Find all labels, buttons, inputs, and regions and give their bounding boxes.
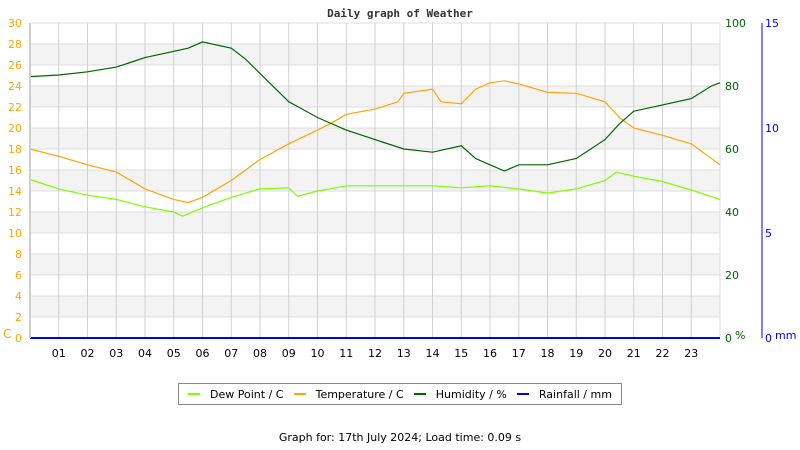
hour-tick-label: 03 — [109, 347, 123, 360]
temp-tick-label: 12 — [8, 206, 22, 219]
hour-tick-label: 08 — [253, 347, 267, 360]
legend-label: Humidity / % — [435, 387, 507, 401]
temp-tick-label: 0 — [15, 332, 22, 345]
humidity-tick-label: 20 — [725, 269, 739, 282]
chart-legend: Dew Point / C Temperature / C Humidity /… — [178, 383, 622, 405]
humidity-tick-label: 40 — [725, 206, 739, 219]
series-line-dew-point — [29, 171, 721, 217]
temp-tick-label: 6 — [15, 269, 22, 282]
hour-tick-label: 01 — [52, 347, 66, 360]
hour-tick-label: 10 — [311, 347, 325, 360]
legend-item-humidity: Humidity / % — [413, 387, 507, 401]
hour-tick-label: 22 — [656, 347, 670, 360]
chart-title: Daily graph of Weather — [327, 7, 473, 20]
legend-label: Dew Point / C — [210, 387, 284, 401]
legend-swatch — [413, 393, 426, 395]
series-line-humidity — [29, 41, 721, 172]
hour-tick-label: 19 — [569, 347, 583, 360]
hour-tick-label: 12 — [368, 347, 382, 360]
temp-tick-label: 2 — [15, 311, 22, 324]
hour-tick-label: 21 — [627, 347, 641, 360]
humidity-axis-unit: % — [735, 329, 745, 342]
temp-tick-label: 10 — [8, 227, 22, 240]
hour-tick-label: 14 — [426, 347, 440, 360]
hour-tick-label: 09 — [282, 347, 296, 360]
hour-tick-label: 16 — [483, 347, 497, 360]
hour-tick-label: 05 — [167, 347, 181, 360]
weather-chart: Daily graph of Weather 02468101214161820… — [3, 7, 796, 360]
rain-tick-label: 15 — [765, 17, 779, 30]
legend-swatch — [293, 393, 306, 395]
humidity-tick-label: 0 — [725, 332, 732, 345]
temp-tick-label: 24 — [8, 80, 22, 93]
temp-tick-label: 4 — [15, 290, 22, 303]
temp-tick-label: 16 — [8, 164, 22, 177]
hour-tick-label: 18 — [541, 347, 555, 360]
legend-item-rainfall: Rainfall / mm — [516, 387, 612, 401]
legend-label: Temperature / C — [315, 387, 404, 401]
hour-tick-label: 06 — [196, 347, 210, 360]
legend-swatch — [516, 393, 529, 395]
hour-tick-label: 07 — [224, 347, 238, 360]
temp-axis-unit: C — [3, 327, 11, 341]
hour-tick-label: 04 — [138, 347, 152, 360]
hour-tick-label: 17 — [512, 347, 526, 360]
temp-tick-label: 28 — [8, 38, 22, 51]
hour-tick-label: 15 — [454, 347, 468, 360]
rain-axis-unit: mm — [775, 329, 796, 342]
series-line-temperature — [29, 80, 721, 204]
rain-tick-label: 10 — [765, 122, 779, 135]
graph-footer: Graph for: 17th July 2024; Load time: 0.… — [278, 431, 522, 444]
legend-swatch — [188, 393, 201, 395]
humidity-tick-label: 100 — [725, 17, 746, 30]
series-lines — [29, 41, 721, 339]
temp-tick-label: 14 — [8, 185, 22, 198]
hour-tick-label: 23 — [684, 347, 698, 360]
temp-tick-label: 22 — [8, 101, 22, 114]
hour-tick-label: 13 — [397, 347, 411, 360]
hour-tick-label: 02 — [81, 347, 95, 360]
temp-tick-label: 26 — [8, 59, 22, 72]
rain-tick-label: 5 — [765, 227, 772, 240]
temp-tick-label: 20 — [8, 122, 22, 135]
humidity-tick-label: 80 — [725, 80, 739, 93]
legend-item-temperature: Temperature / C — [293, 387, 404, 401]
temp-tick-label: 8 — [15, 248, 22, 261]
temp-tick-label: 18 — [8, 143, 22, 156]
hour-tick-label: 11 — [339, 347, 353, 360]
legend-label: Rainfall / mm — [538, 387, 612, 401]
hour-tick-label: 20 — [598, 347, 612, 360]
legend-item-dew-point: Dew Point / C — [188, 388, 283, 401]
humidity-tick-label: 60 — [725, 143, 739, 156]
rain-tick-label: 0 — [765, 332, 772, 345]
temp-tick-label: 30 — [8, 17, 22, 30]
